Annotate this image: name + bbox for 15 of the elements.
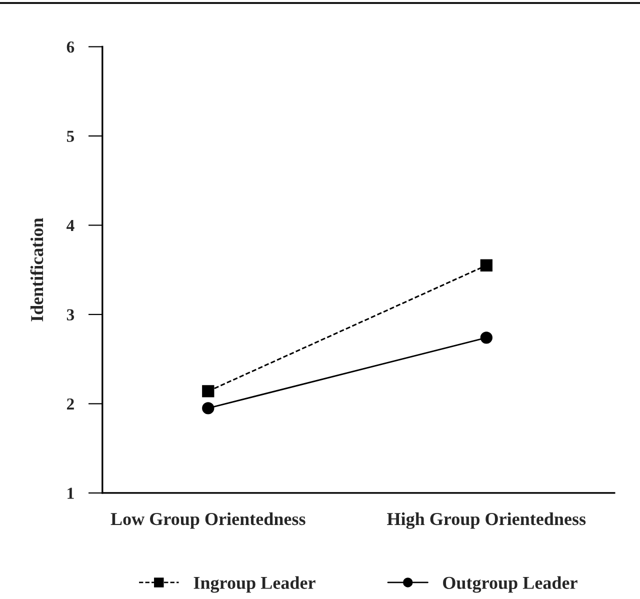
point: [480, 259, 492, 272]
point: [202, 402, 214, 414]
y-tick-label: 1: [68, 488, 74, 499]
point: [202, 385, 214, 398]
y-axis-title: Identification: [30, 218, 44, 322]
point: [480, 332, 492, 344]
y-tick-label: 3: [66, 309, 74, 320]
y-tick-label: 6: [66, 41, 74, 53]
legend-label: Outgroup Leader: [443, 576, 578, 593]
x-tick-label: Low Group Orientedness: [110, 512, 306, 529]
x-tick-label: High Group Orientedness: [387, 512, 586, 529]
y-tick-label: 4: [66, 220, 74, 232]
y-tick-label: 5: [66, 130, 74, 142]
y-tick-label: 2: [66, 398, 74, 410]
legend-label: Ingroup Leader: [194, 576, 316, 593]
